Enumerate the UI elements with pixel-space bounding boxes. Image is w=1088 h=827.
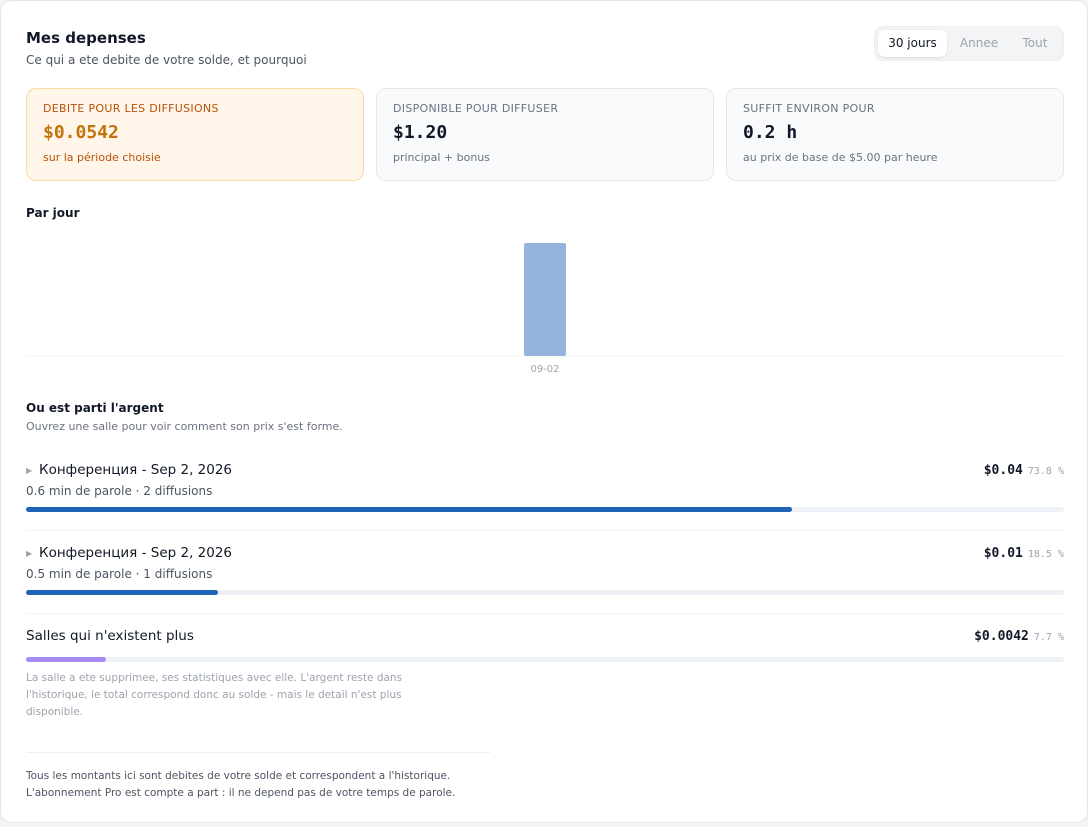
room-meta: 0.5 min de parole · 1 diffusions bbox=[26, 567, 213, 581]
room-share-bar bbox=[26, 507, 793, 512]
room-name: Конференция - Sep 2, 2026 bbox=[39, 462, 233, 478]
room-amount: $0.04 bbox=[983, 463, 1023, 478]
room-name: Конференция - Sep 2, 2026 bbox=[39, 545, 233, 561]
deleted-rooms-note: La salle a ete supprimee, ses statistiqu… bbox=[26, 672, 403, 718]
period-year-button[interactable]: Annee bbox=[959, 36, 999, 50]
expand-triangle-icon: ▶ bbox=[26, 549, 33, 558]
room-meta: 0.6 min de parole · 2 diffusions bbox=[26, 484, 213, 498]
stat-caption: au prix de base de $5.00 par heure bbox=[743, 151, 938, 164]
room-toggle[interactable]: ▶ Конференция - Sep 2, 2026 $0.01 18.5 % bbox=[26, 545, 1064, 563]
expand-triangle-icon: ▶ bbox=[26, 466, 33, 475]
daily-bar bbox=[524, 243, 566, 356]
stat-card-debited: DEBITE POUR LES DIFFUSIONS $0.0542 sur l… bbox=[26, 88, 364, 181]
daily-bar-chart: 09-02 bbox=[26, 243, 1064, 375]
footer-line: L'abonnement Pro est compte a part : il … bbox=[26, 787, 456, 799]
stat-caption: principal + bonus bbox=[393, 151, 491, 164]
stat-label: DISPONIBLE POUR DIFFUSER bbox=[393, 102, 559, 115]
stat-card-duration: SUFFIT ENVIRON POUR 0.2 h au prix de bas… bbox=[726, 88, 1064, 181]
room-share-bar bbox=[26, 590, 219, 595]
deleted-rooms-amount: $0.0042 bbox=[974, 629, 1029, 644]
page-title: Mes depenses bbox=[26, 29, 146, 47]
x-tick-label: 09-02 bbox=[530, 364, 559, 375]
room-percent: 73.8 % bbox=[1027, 466, 1064, 477]
deleted-share-bar bbox=[26, 657, 106, 662]
room-share-track bbox=[26, 590, 1064, 595]
deleted-rooms-header: Salles qui n'existent plus $0.0042 7.7 % bbox=[26, 628, 1064, 646]
deleted-rooms-row: Salles qui n'existent plus $0.0042 7.7 % bbox=[26, 628, 1064, 664]
daily-chart-title: Par jour bbox=[26, 206, 80, 220]
room-amount: $0.01 bbox=[983, 546, 1023, 561]
room-row: ▶ Конференция - Sep 2, 2026 $0.04 73.8 % … bbox=[26, 462, 1064, 514]
stat-caption: sur la période choisie bbox=[43, 151, 161, 164]
row-divider bbox=[26, 613, 1064, 614]
room-row: ▶ Конференция - Sep 2, 2026 $0.01 18.5 % … bbox=[26, 545, 1064, 597]
room-toggle[interactable]: ▶ Конференция - Sep 2, 2026 $0.04 73.8 % bbox=[26, 462, 1064, 480]
page-subtitle: Ce qui a ete debite de votre solde, et p… bbox=[26, 53, 307, 67]
deleted-rooms-label: Salles qui n'existent plus bbox=[26, 628, 194, 644]
room-cost: $0.04 73.8 % bbox=[984, 463, 1064, 478]
room-cost: $0.01 18.5 % bbox=[984, 546, 1064, 561]
footer-divider bbox=[26, 752, 490, 753]
deleted-share-track bbox=[26, 657, 1064, 662]
breakdown-subtitle: Ouvrez une salle pour voir comment son p… bbox=[26, 420, 343, 433]
period-all-button[interactable]: Tout bbox=[1022, 36, 1048, 50]
stat-value: 0.2 h bbox=[743, 122, 798, 143]
period-selector: 30 jours Annee Tout bbox=[874, 26, 1064, 61]
stat-value: $0.0542 bbox=[43, 122, 119, 143]
footer-line: Tous les montants ici sont debites de vo… bbox=[26, 770, 451, 782]
stat-value: $1.20 bbox=[393, 122, 448, 143]
deleted-rooms-percent: 7.7 % bbox=[1033, 632, 1064, 643]
stat-card-available: DISPONIBLE POUR DIFFUSER $1.20 principal… bbox=[376, 88, 714, 181]
period-30-days-button[interactable]: 30 jours bbox=[878, 30, 947, 57]
room-share-track bbox=[26, 507, 1064, 512]
stat-label: DEBITE POUR LES DIFFUSIONS bbox=[43, 102, 219, 115]
deleted-rooms-cost: $0.0042 7.7 % bbox=[974, 629, 1064, 644]
breakdown-title: Ou est parti l'argent bbox=[26, 401, 164, 415]
stat-label: SUFFIT ENVIRON POUR bbox=[743, 102, 875, 115]
row-divider bbox=[26, 530, 1064, 531]
footer-note: Tous les montants ici sont debites de vo… bbox=[26, 768, 626, 802]
room-percent: 18.5 % bbox=[1027, 549, 1064, 560]
